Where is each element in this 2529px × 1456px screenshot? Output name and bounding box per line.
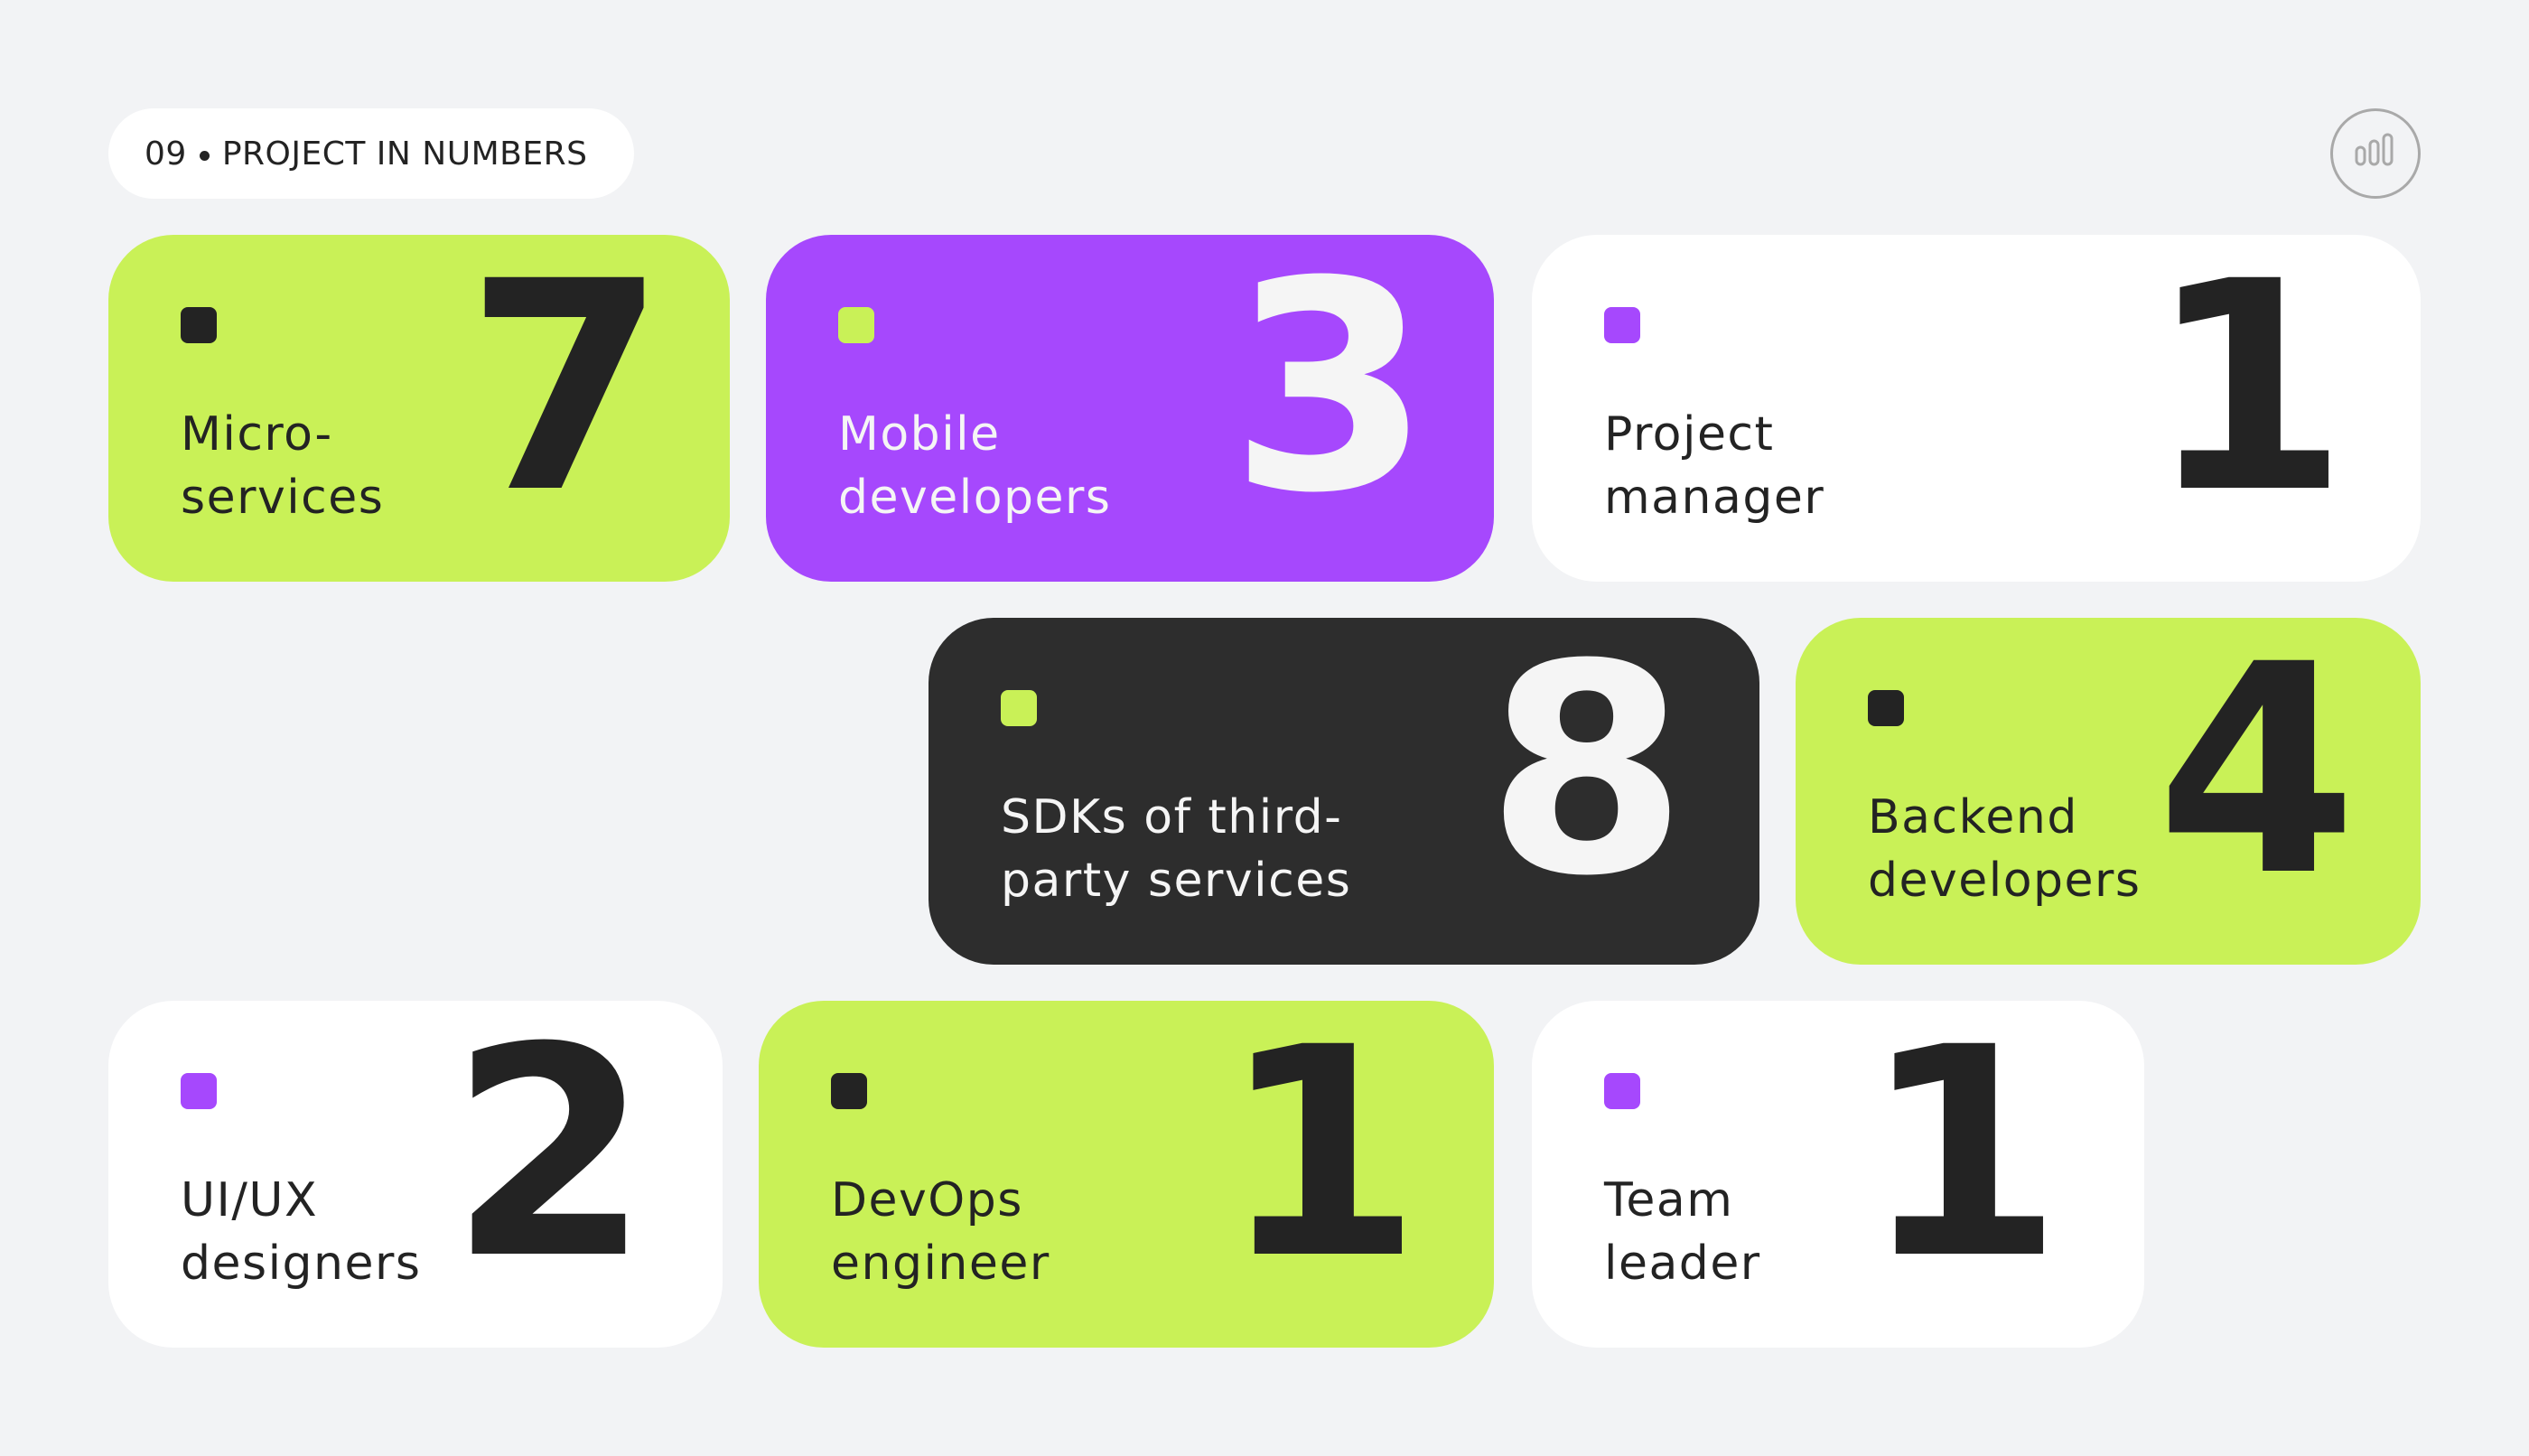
stat-card-ui-ux-designers: UI/UX designers 2 [108, 1001, 723, 1348]
stat-value: 8 [1486, 618, 1687, 939]
stat-label: Backend developers [1868, 790, 2142, 908]
card-marker-square [1001, 690, 1037, 726]
bullet-dot [199, 150, 210, 161]
stat-card-devops-engineer: DevOps engineer 1 [759, 1001, 1494, 1348]
card-marker-square [1868, 690, 1904, 726]
stat-card-team-leader: Team leader 1 [1532, 1001, 2144, 1348]
bar-chart-icon [2330, 108, 2421, 199]
card-marker-square [838, 307, 874, 343]
stat-value: 7 [465, 235, 667, 556]
card-marker-square [831, 1073, 867, 1109]
stat-value: 1 [1862, 1001, 2063, 1322]
section-title-pill: 09 PROJECT IN NUMBERS [108, 108, 634, 199]
section-number: 09 [145, 135, 187, 173]
card-marker-square [181, 1073, 217, 1109]
stat-card-backend-developers: Backend developers 4 [1796, 618, 2421, 965]
bar-chart-icon-graphic [2355, 133, 2394, 166]
stat-card-third-party-sdks: SDKs of third- party services 8 [929, 618, 1759, 965]
stat-label: UI/UX designers [181, 1173, 422, 1291]
stat-label: Micro- services [181, 407, 385, 525]
card-marker-square [1604, 1073, 1640, 1109]
stat-value: 2 [449, 1001, 650, 1322]
stat-value: 4 [2156, 618, 2357, 939]
stat-label: Mobile developers [838, 407, 1112, 525]
section-title: PROJECT IN NUMBERS [221, 135, 588, 173]
stat-label: Project manager [1604, 407, 1825, 525]
stat-card-mobile-developers: Mobile developers 3 [766, 235, 1494, 582]
stat-label: Team leader [1604, 1173, 1761, 1291]
card-marker-square [181, 307, 217, 343]
stat-value: 3 [1229, 235, 1431, 556]
stat-card-project-manager: Project manager 1 [1532, 235, 2421, 582]
stat-label: DevOps engineer [831, 1173, 1050, 1291]
stat-value: 1 [2147, 235, 2348, 556]
stat-value: 1 [1220, 1001, 1422, 1322]
card-marker-square [1604, 307, 1640, 343]
stat-label: SDKs of third- party services [1001, 790, 1352, 908]
stat-card-microservices: Micro- services 7 [108, 235, 730, 582]
